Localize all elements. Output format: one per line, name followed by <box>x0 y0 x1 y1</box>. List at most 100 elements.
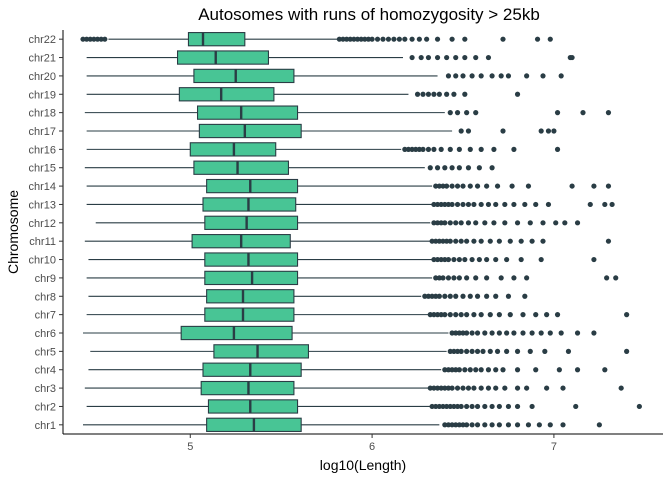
outlier-point <box>473 367 479 373</box>
outlier-point <box>433 183 439 189</box>
outlier-point <box>534 36 541 42</box>
outlier-point <box>636 403 642 410</box>
outlier-point <box>471 385 477 391</box>
box-chr1 <box>83 417 602 432</box>
box-chr16 <box>86 142 561 157</box>
box-chr8 <box>88 289 528 304</box>
outlier-point <box>469 256 475 263</box>
outlier-point <box>518 256 524 263</box>
outlier-point <box>442 165 448 171</box>
y-tick-label-chr11: chr11 <box>29 236 56 248</box>
outlier-point <box>502 220 508 226</box>
outlier-point <box>498 275 504 281</box>
outlier-point <box>436 403 442 410</box>
outlier-point <box>485 201 492 208</box>
outlier-point <box>476 165 482 171</box>
outlier-point <box>494 348 501 354</box>
iqr-box-chr7 <box>204 307 295 322</box>
outlier-point <box>509 183 515 189</box>
outlier-point <box>444 403 450 410</box>
outlier-point <box>458 220 464 226</box>
outlier-point <box>98 36 104 42</box>
outlier-point <box>464 348 470 354</box>
y-tick-label-chr8: chr8 <box>35 291 56 303</box>
y-tick-label-chr22: chr22 <box>28 34 56 46</box>
outlier-point <box>445 275 452 281</box>
outlier-point <box>485 367 492 373</box>
outlier-point <box>453 367 459 373</box>
outlier-point <box>560 422 566 428</box>
outlier-point <box>574 367 581 373</box>
outlier-point <box>511 201 517 208</box>
outlier-point <box>485 385 492 391</box>
outlier-point <box>507 312 513 318</box>
outlier-point <box>605 238 612 244</box>
outlier-point <box>551 128 557 134</box>
outlier-point <box>547 36 553 42</box>
outlier-point <box>482 403 488 410</box>
outlier-point <box>547 422 553 428</box>
outlier-point <box>465 220 472 226</box>
outlier-point <box>464 110 470 116</box>
outlier-point <box>460 385 466 391</box>
iqr-box-chr19 <box>178 87 275 102</box>
outlier-point <box>464 403 470 410</box>
outlier-point <box>354 36 361 42</box>
outlier-point <box>449 385 455 391</box>
outlier-point <box>462 256 468 263</box>
outlier-point <box>553 220 559 226</box>
outlier-point <box>462 54 468 61</box>
outlier-point <box>445 422 452 428</box>
outlier-point <box>514 348 521 354</box>
outlier-point <box>442 422 448 428</box>
outlier-point <box>474 403 481 410</box>
outlier-point <box>565 348 572 354</box>
iqr-box-chr17 <box>198 123 302 139</box>
iqr-box-chr5 <box>213 344 310 359</box>
outlier-point <box>458 403 464 410</box>
outlier-point <box>454 110 461 116</box>
iqr-box-chr6 <box>180 325 293 341</box>
outlier-point <box>409 146 415 152</box>
outlier-point <box>451 403 457 410</box>
outlier-point <box>514 403 521 410</box>
outlier-point <box>442 312 448 318</box>
outlier-point <box>444 91 450 97</box>
outlier-point <box>416 36 422 42</box>
outlier-point <box>493 256 499 263</box>
outlier-point <box>533 367 539 373</box>
outlier-point <box>624 348 630 354</box>
outlier-point <box>538 128 544 134</box>
outlier-point <box>496 422 502 428</box>
outlier-point <box>542 348 548 354</box>
outlier-point <box>460 422 466 428</box>
outlier-point <box>500 367 506 373</box>
outlier-point <box>431 201 437 208</box>
outlier-point <box>449 422 455 428</box>
outlier-point <box>431 146 437 152</box>
y-tick-label-chr2: chr2 <box>35 401 56 413</box>
outlier-point <box>451 348 457 354</box>
outlier-point <box>536 422 542 428</box>
outlier-point <box>609 201 615 208</box>
outlier-point <box>478 367 484 373</box>
outlier-point <box>362 36 368 42</box>
outlier-point <box>511 275 517 281</box>
outlier-point <box>591 256 597 263</box>
outlier-point <box>484 275 490 281</box>
y-tick-label-chr12: chr12 <box>28 218 56 230</box>
outlier-point <box>402 36 408 42</box>
outlier-point <box>496 238 502 244</box>
outlier-point <box>445 367 452 373</box>
outlier-point <box>456 422 462 428</box>
outlier-point <box>385 36 392 42</box>
outlier-point <box>460 183 466 189</box>
outlier-point <box>538 256 544 263</box>
outlier-point <box>438 201 444 208</box>
outlier-point <box>480 348 486 354</box>
outlier-point <box>464 312 470 318</box>
outlier-point <box>467 146 473 152</box>
outlier-point <box>473 54 479 61</box>
outlier-point <box>560 385 566 391</box>
outlier-point <box>473 275 479 281</box>
